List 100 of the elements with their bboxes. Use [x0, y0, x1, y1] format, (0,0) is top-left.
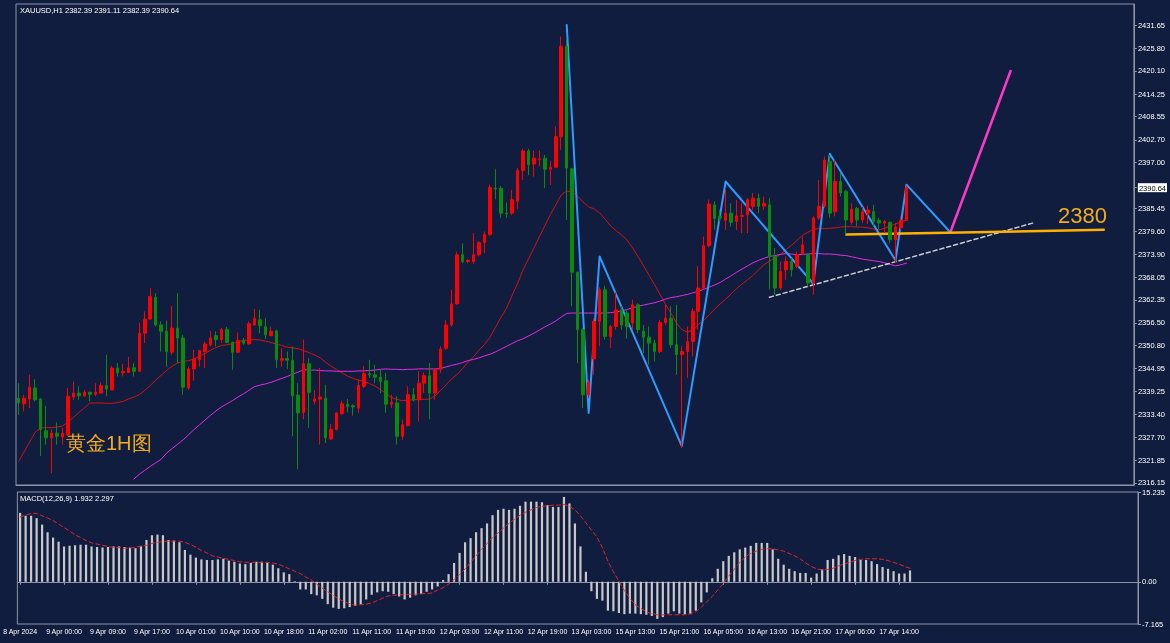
candlestick [439, 345, 442, 374]
candlestick [99, 381, 103, 395]
candlestick [538, 150, 541, 167]
candlestick [77, 385, 81, 401]
candlestick [844, 189, 848, 236]
bar [145, 539, 148, 582]
candlestick [494, 168, 497, 200]
candlestick [72, 381, 75, 401]
candlestick [121, 363, 125, 377]
bar [892, 571, 895, 582]
bar [46, 532, 49, 582]
candlestick [499, 185, 503, 219]
candlestick [812, 215, 815, 296]
candlestick [707, 198, 711, 248]
candlestick [83, 389, 86, 398]
candlestick [159, 320, 163, 352]
candlestick [817, 179, 821, 221]
candlestick [236, 331, 240, 354]
candlestick [740, 202, 744, 234]
candlestick [406, 385, 410, 427]
candlestick [488, 184, 492, 237]
candlestick [609, 324, 612, 349]
candlestick [203, 341, 207, 369]
bar [238, 563, 241, 582]
candlestick [861, 206, 864, 224]
candlestick [165, 320, 168, 368]
bar [886, 568, 890, 582]
bar [167, 539, 170, 582]
candlestick [318, 367, 322, 446]
candlestick [33, 378, 37, 402]
bar [35, 518, 38, 582]
candlestick [351, 403, 355, 417]
candlestick [39, 397, 42, 457]
bar [359, 581, 362, 605]
bar [79, 544, 82, 582]
candlestick [806, 252, 810, 287]
bar [398, 581, 401, 597]
line-series [18, 190, 907, 462]
candlestick [581, 327, 585, 409]
bar [106, 547, 110, 582]
bar [233, 561, 236, 582]
bar [634, 581, 637, 614]
bar [513, 508, 516, 582]
candlestick [88, 390, 92, 402]
candlestick [724, 189, 727, 231]
bar [875, 564, 879, 582]
bar [590, 581, 593, 592]
candlestick [170, 305, 174, 356]
candlestick [132, 362, 136, 377]
candlestick [181, 334, 185, 396]
bar [870, 561, 873, 582]
candlestick [576, 270, 579, 364]
candlestick [61, 427, 64, 446]
bar [903, 573, 906, 582]
bar [557, 506, 560, 582]
bar [134, 548, 137, 582]
candlestick [379, 369, 382, 394]
bar [579, 546, 582, 582]
candlestick [258, 309, 262, 334]
candlestick [587, 379, 590, 399]
candlestick [384, 372, 388, 414]
bar [150, 535, 154, 582]
bar [200, 559, 203, 582]
candlestick [264, 317, 267, 340]
candlestick [116, 362, 119, 377]
bar [859, 559, 862, 582]
candlestick [477, 240, 481, 257]
bar [573, 523, 577, 582]
candlestick [444, 319, 448, 351]
candlestick [275, 329, 278, 369]
candlestick [373, 364, 377, 384]
bar [447, 574, 450, 582]
bar [156, 534, 159, 582]
candlestick [176, 292, 179, 364]
candlestick [28, 374, 31, 409]
candlestick [242, 337, 245, 346]
line-series [133, 253, 907, 480]
candlestick [768, 197, 771, 291]
bar [502, 508, 505, 582]
candlestick [680, 345, 684, 449]
bar [183, 549, 187, 582]
candlestick [592, 317, 596, 376]
candlestick [17, 382, 20, 416]
candlestick [549, 160, 552, 186]
bar [282, 572, 285, 582]
candlestick [713, 200, 716, 231]
candlestick [872, 204, 875, 228]
candlestick [642, 324, 645, 354]
candlestick [472, 232, 475, 265]
candlestick [22, 394, 26, 412]
candlestick [883, 219, 886, 234]
bar [546, 505, 549, 582]
bar [51, 537, 55, 582]
bar [480, 528, 483, 582]
candlestick [253, 308, 256, 327]
candlestick [664, 304, 667, 326]
candlestick [773, 247, 777, 296]
candlestick [247, 320, 251, 346]
bar [793, 571, 796, 582]
candlestick [521, 148, 525, 181]
